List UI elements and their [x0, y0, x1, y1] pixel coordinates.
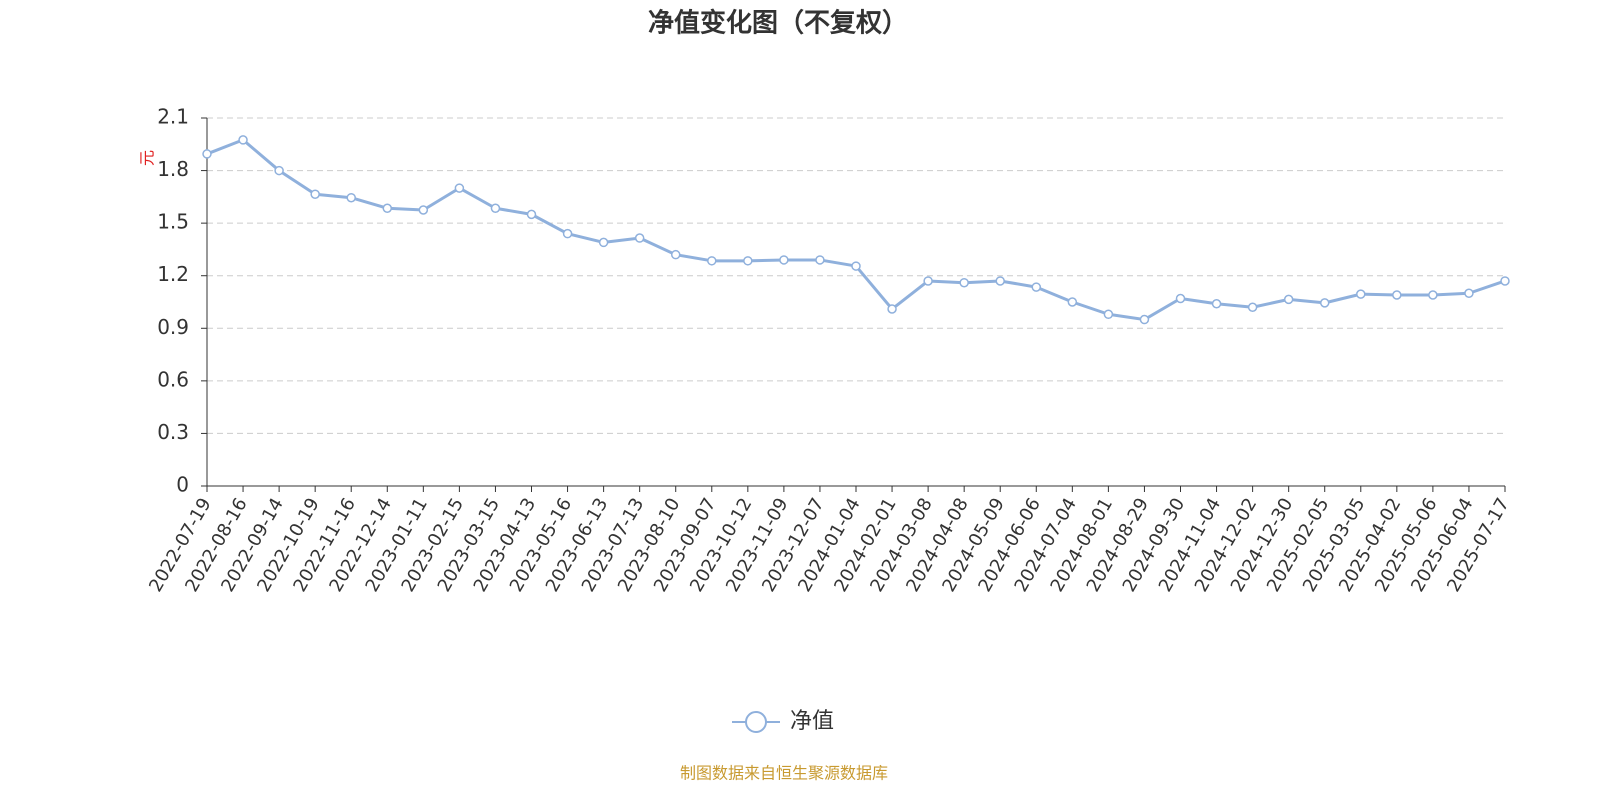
- data-point: [526, 209, 537, 220]
- data-point: [670, 249, 681, 260]
- data-point: [1175, 293, 1186, 304]
- data-point: [1103, 309, 1114, 320]
- data-point: [1283, 294, 1294, 305]
- data-point: [923, 276, 933, 286]
- data-point: [1319, 298, 1330, 308]
- data-point: [779, 255, 789, 265]
- data-point: [346, 192, 356, 203]
- data-point: [1428, 290, 1438, 300]
- y-tick-label: 0: [176, 473, 189, 497]
- chart-title: 净值变化图（不复权）: [648, 8, 908, 39]
- data-point: [815, 255, 825, 265]
- data-point: [887, 304, 897, 314]
- y-tick-label: 0.9: [157, 315, 189, 339]
- data-point: [1247, 302, 1258, 313]
- data-point: [310, 189, 320, 199]
- y-tick-label: 1.5: [157, 210, 189, 234]
- data-point: [382, 203, 393, 213]
- data-point: [1500, 276, 1510, 286]
- y-tick-label: 0.3: [157, 420, 189, 444]
- data-point: [454, 183, 465, 193]
- data-point: [995, 276, 1005, 286]
- data-point: [1211, 299, 1222, 309]
- legend-label: 净值: [790, 709, 834, 734]
- data-point: [743, 256, 753, 266]
- data-point: [1067, 297, 1078, 307]
- data-point: [490, 203, 501, 213]
- data-point: [959, 277, 969, 288]
- data-point: [634, 233, 645, 243]
- data-point: [562, 228, 573, 239]
- data-point: [1464, 288, 1474, 298]
- data-point: [418, 205, 429, 215]
- legend-marker: [745, 711, 767, 733]
- data-point: [1031, 282, 1042, 292]
- data-point: [707, 256, 717, 266]
- data-point: [598, 237, 609, 248]
- data-point: [851, 261, 861, 271]
- source-note: 制图数据来自恒生聚源数据库: [680, 764, 888, 783]
- data-point: [1356, 289, 1366, 299]
- data-point: [238, 135, 248, 145]
- data-point: [1392, 290, 1402, 300]
- y-tick-label: 1.8: [157, 157, 189, 181]
- data-point: [202, 149, 212, 159]
- series-line: [206, 138, 1506, 322]
- y-axis-label: 元: [138, 150, 157, 166]
- data-point: [1139, 314, 1150, 325]
- data-point: [274, 165, 284, 176]
- y-tick-label: 2.1: [157, 105, 189, 129]
- y-tick-label: 1.2: [157, 262, 189, 286]
- y-tick-label: 0.6: [157, 367, 189, 391]
